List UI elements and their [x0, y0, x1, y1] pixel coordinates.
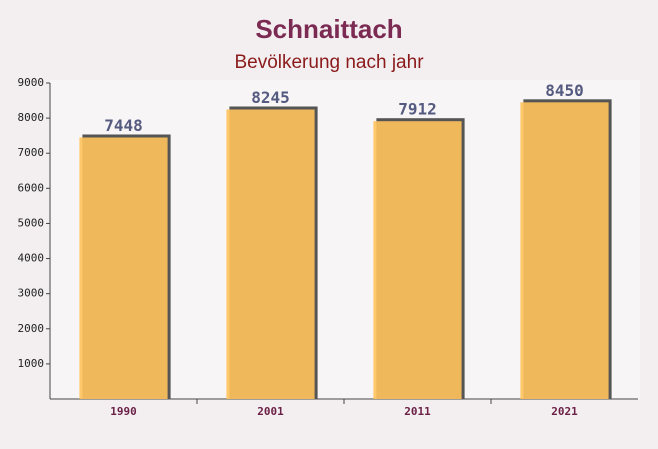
x-tick-label: 1990 — [110, 405, 137, 418]
y-tick-label: 3000 — [18, 287, 45, 300]
chart-title: Schnaittach — [255, 14, 402, 44]
bar — [226, 109, 315, 400]
y-tick-label: 6000 — [18, 181, 45, 194]
bar — [79, 137, 168, 400]
bar — [520, 102, 609, 400]
x-tick-label: 2011 — [404, 405, 431, 418]
y-tick-label: 7000 — [18, 146, 45, 159]
value-label: 7912 — [398, 100, 437, 119]
y-tick-label: 4000 — [18, 252, 45, 265]
bar — [373, 121, 462, 399]
y-tick-label: 5000 — [18, 216, 45, 229]
chart-subtitle: Bevölkerung nach jahr — [234, 52, 424, 73]
value-label: 8450 — [545, 81, 584, 100]
x-tick-label: 2001 — [257, 405, 284, 418]
x-tick-label: 2021 — [551, 405, 578, 418]
value-label: 7448 — [104, 116, 143, 135]
value-label: 8245 — [251, 88, 290, 107]
y-tick-label: 8000 — [18, 111, 45, 124]
y-tick-label: 1000 — [18, 357, 45, 370]
y-tick-label: 9000 — [18, 76, 45, 89]
y-tick-label: 2000 — [18, 322, 45, 335]
